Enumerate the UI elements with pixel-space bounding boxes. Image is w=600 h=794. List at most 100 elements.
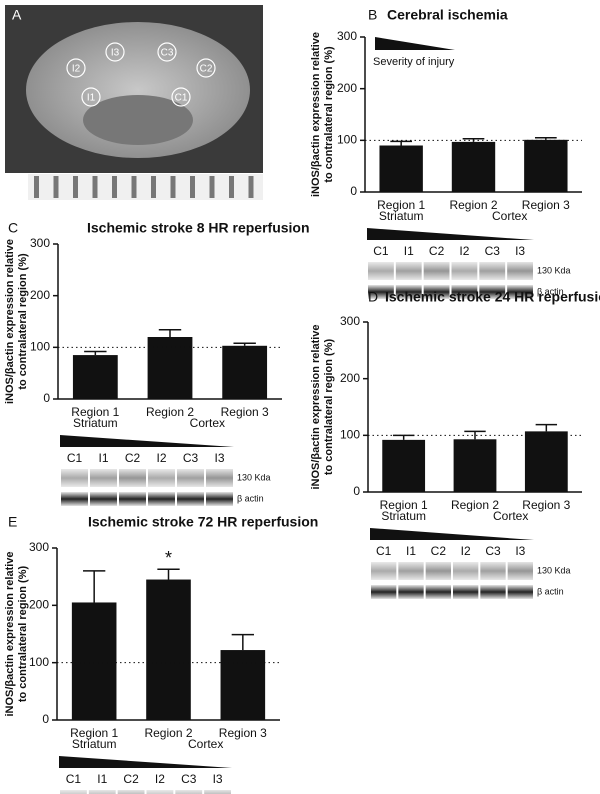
blot-wedge [59,756,232,768]
actin-band [398,585,424,599]
bar [71,602,117,720]
blot-band [371,562,397,580]
group-label: Cortex [190,416,225,430]
actin-band [119,492,146,506]
annotation: Severity of injury [373,56,455,68]
ruler-tick [170,176,176,198]
x-tick-label: Region 3 [219,726,267,740]
y-tick-label: 0 [353,484,360,498]
lane-label: C2 [123,772,139,786]
panel-letter: A [12,7,22,23]
lane-label: I3 [214,451,224,465]
x-tick-label: Region 3 [522,498,570,512]
region-label: I2 [72,64,81,75]
control-label: β actin [537,286,564,296]
lane-label: I3 [515,244,525,258]
actin-band [507,585,533,599]
blot-band [119,469,146,487]
lane-label: C1 [373,244,389,258]
y-tick-label: 200 [340,371,360,385]
blot-band [368,262,394,280]
blot-band [148,469,175,487]
group-label: Striatum [72,737,117,751]
actin-band [61,492,88,506]
control-label: β actin [237,493,264,503]
bar [453,439,497,492]
chart-title: Cerebral ischemia [387,7,508,23]
lane-label: I1 [98,451,108,465]
blot-band [61,469,88,487]
region-label: C1 [175,93,188,104]
y-tick-label: 0 [350,184,357,198]
control-label: β actin [537,586,564,596]
x-tick-label: Region 2 [146,405,194,419]
blot-wedge [367,228,534,240]
blot-wedge [60,435,234,447]
actin-band [368,285,394,299]
brain-core [83,95,193,145]
lane-label: I2 [459,244,469,258]
group-label: Cortex [188,737,223,751]
lane-label: C2 [429,244,445,258]
y-tick-label: 100 [29,655,49,669]
actin-band [148,492,175,506]
y-tick-label: 300 [337,29,357,43]
panel-letter: B [368,7,377,23]
y-tick-label: 200 [337,81,357,95]
region-label: C3 [161,48,174,59]
blot-band [395,262,422,280]
group-label: Cortex [492,209,527,223]
severity-wedge [375,37,455,50]
actin-band [206,492,233,506]
blot-band [479,262,506,280]
ruler-tick [229,176,234,198]
lane-label: C2 [431,544,447,558]
panel-letter: E [8,514,17,530]
blot-band [90,469,117,487]
x-tick-label: Region 2 [451,498,499,512]
ruler-tick [151,176,156,198]
blot-band [453,562,479,580]
bar [222,345,268,399]
group-label: Striatum [381,509,426,523]
y-tick-label: 300 [340,314,360,328]
actin-band [395,285,422,299]
group-label: Striatum [379,209,424,223]
bar [220,650,266,720]
lane-label: I3 [213,772,223,786]
lane-label: C3 [183,451,199,465]
actin-band [425,585,451,599]
ruler-tick [112,176,117,198]
actin-band [507,285,533,299]
actin-band [423,285,450,299]
blot-band [423,262,450,280]
region-label: I3 [111,48,120,59]
y-tick-label: 300 [29,540,49,554]
bar [524,139,568,192]
brain-section [26,22,250,158]
lane-label: I3 [515,544,525,558]
bar [72,355,118,399]
actin-band [177,492,204,506]
region-marker [171,87,191,107]
ruler [28,174,263,200]
y-axis-label: to contralateral region (%) [17,253,29,390]
ruler-tick [53,176,59,198]
bar [147,337,193,399]
blot-band [398,562,424,580]
x-tick-label: Region 1 [70,726,118,740]
group-label: Striatum [73,416,118,430]
lane-label: I1 [404,244,414,258]
y-tick-label: 100 [340,428,360,442]
panel-a [5,5,263,200]
y-axis-label: to contralateral region (%) [323,46,335,183]
region-marker [81,87,101,107]
blot-band [175,790,203,794]
y-axis-label: to contralateral region (%) [323,339,335,476]
lane-label: C1 [67,451,83,465]
y-axis-label: iNOS/βactin expression relative [310,32,322,197]
blot-band [177,469,204,487]
blot-band [425,562,451,580]
y-axis-label: iNOS/βactin expression relative [310,324,322,489]
